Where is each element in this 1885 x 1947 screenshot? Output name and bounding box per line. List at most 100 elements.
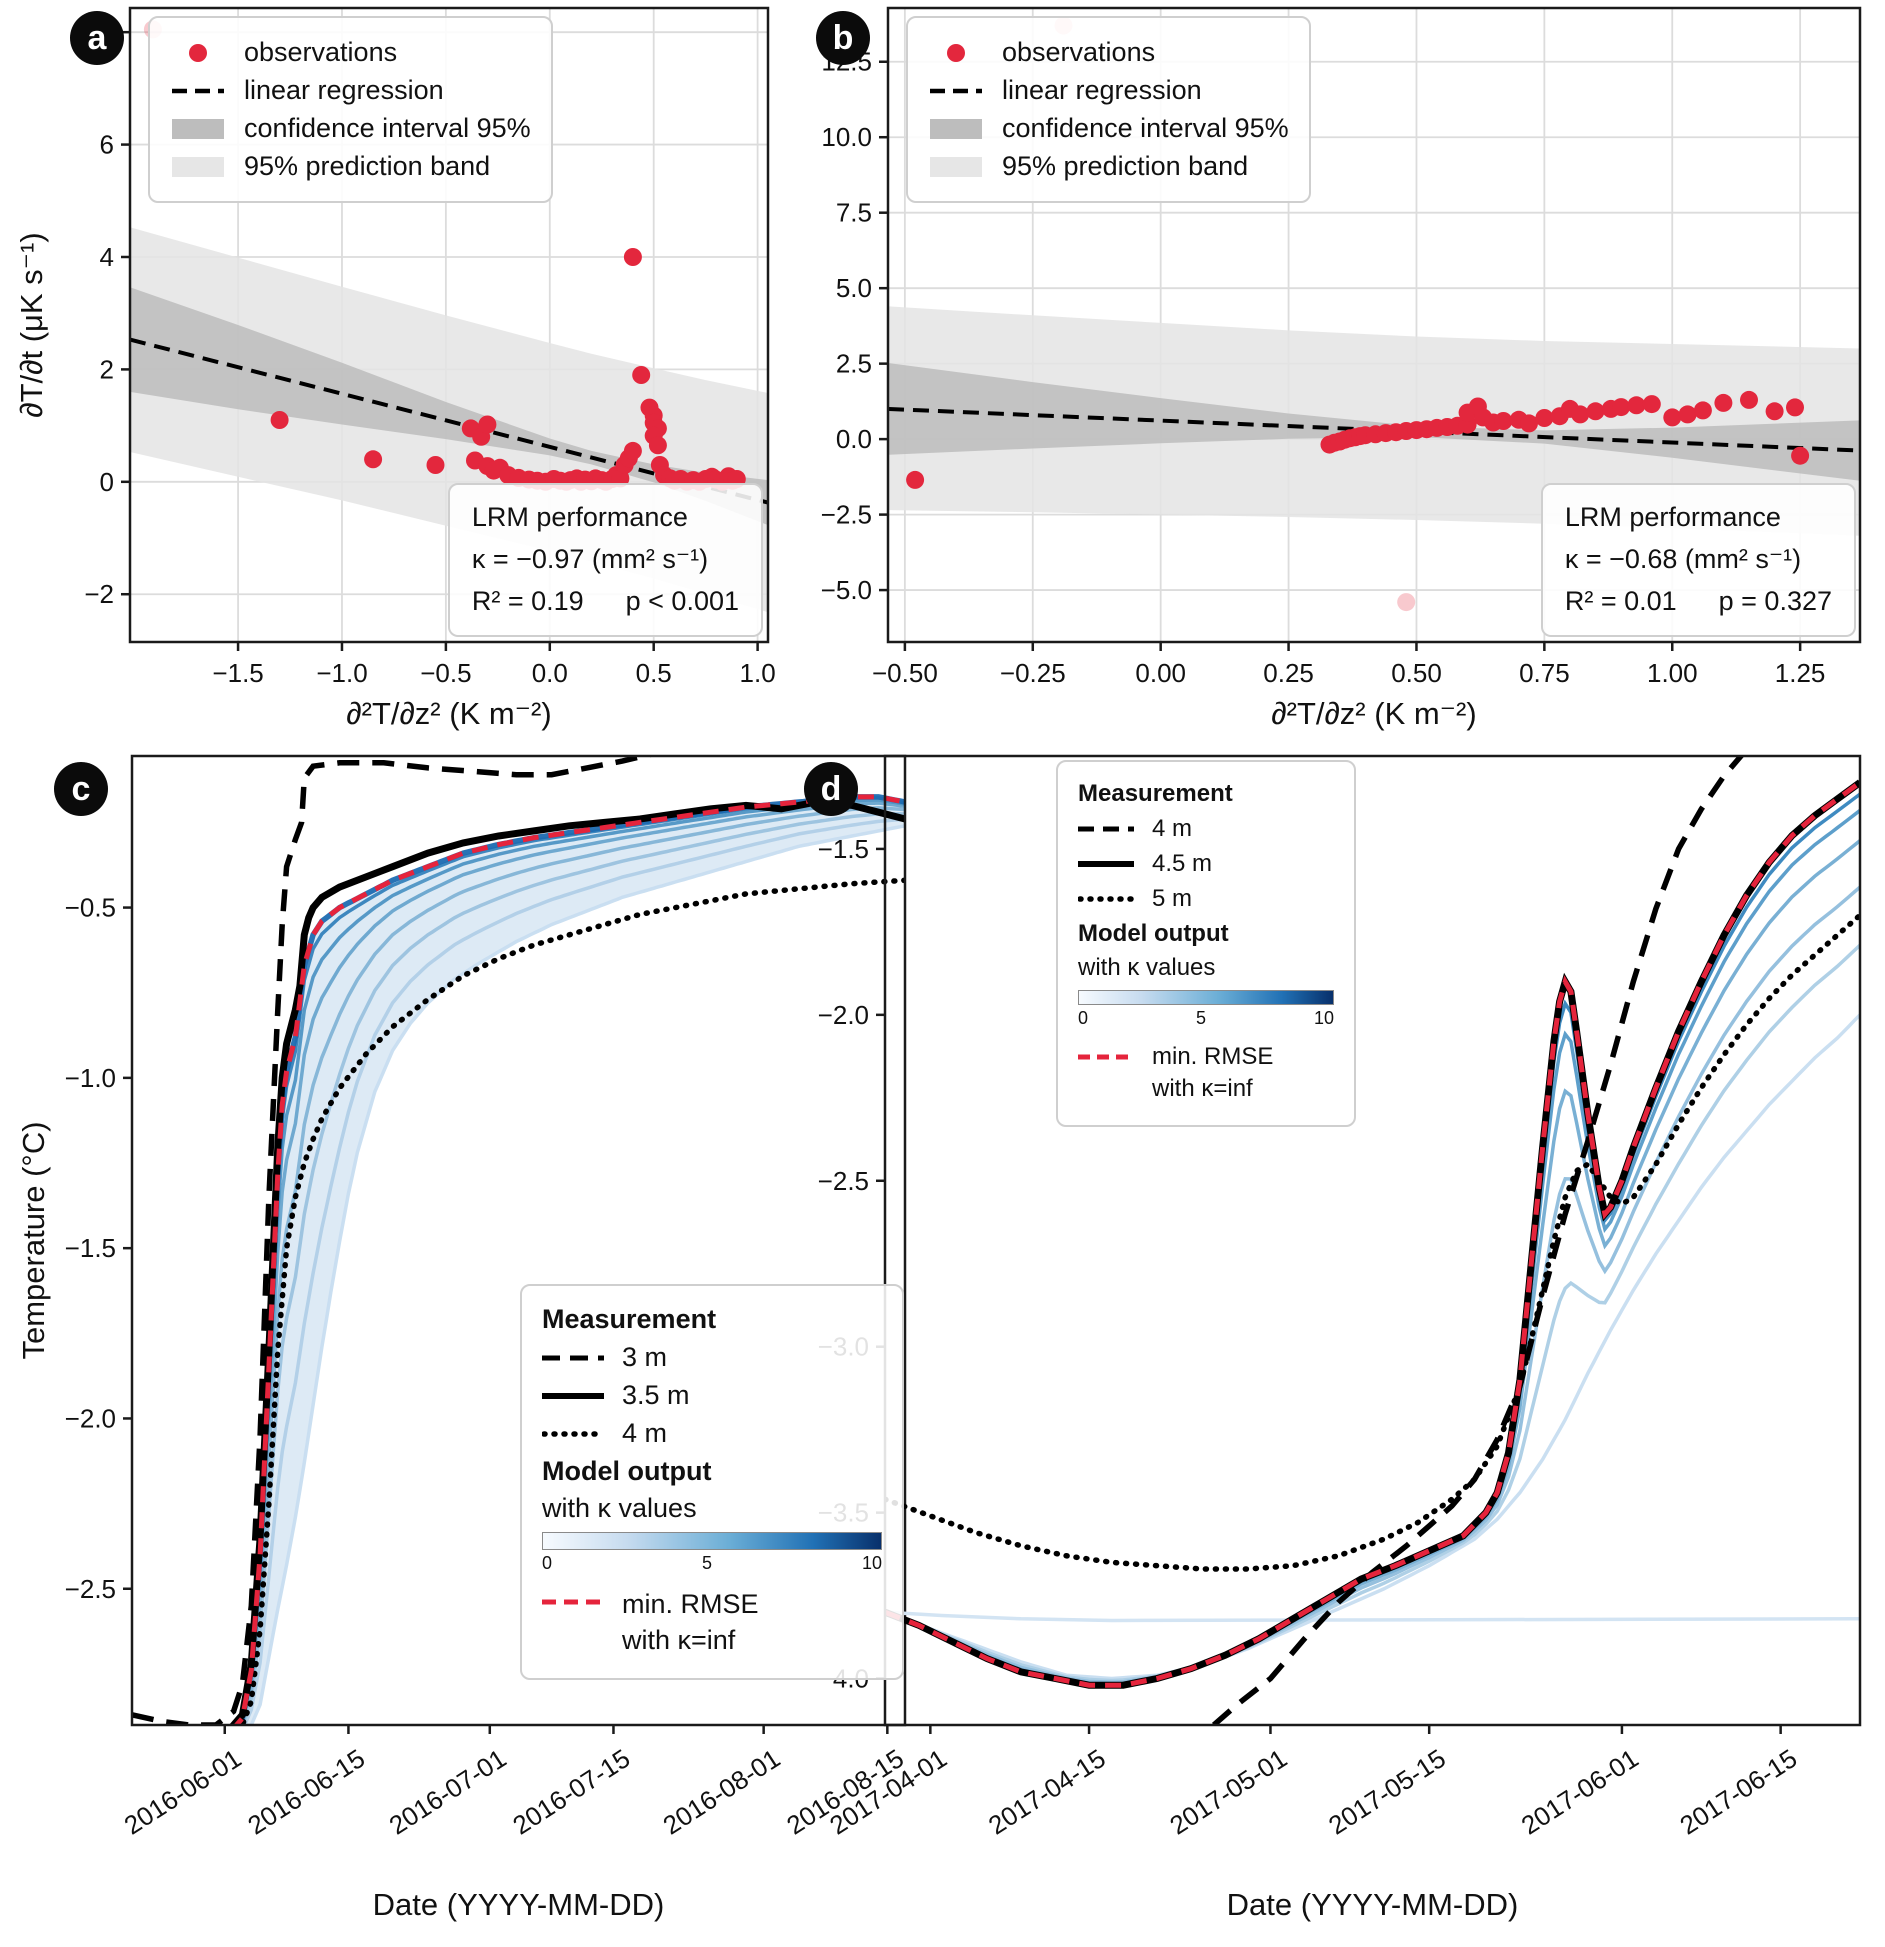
solid-line-icon (1078, 861, 1134, 867)
observation-point (632, 366, 651, 384)
measurement-dashed-line (132, 756, 705, 1725)
legend-label: 4 m (1152, 815, 1193, 842)
observation-point (1571, 405, 1590, 424)
observation-point (648, 436, 667, 455)
y-tick-label: 5.0 (836, 273, 872, 303)
legend-item-depth-2: 4.5 m (1078, 850, 1334, 878)
lrm-stats: R² = 0.01 p = 0.327 (1565, 581, 1832, 623)
panel-c-legend: Measurement 3 m 3.5 m 4 m Model output w… (520, 1284, 904, 1680)
y-tick-label: −2.5 (65, 1574, 116, 1604)
dashed-line-icon (542, 1355, 604, 1360)
x-tick-label: −0.5 (420, 658, 471, 688)
observation-point (1693, 401, 1712, 420)
x-tick-label: 1.0 (740, 658, 776, 688)
plot-frame (128, 6, 770, 644)
legend-item-observations: observations (170, 37, 531, 68)
legend-label: 4 m (622, 1418, 668, 1448)
legend-label: 5 m (1152, 885, 1193, 912)
panel-a-stats-box: LRM performance κ = −0.97 (mm² s⁻¹) R² =… (447, 483, 763, 637)
y-tick-label: −2.5 (818, 1166, 869, 1196)
legend-model-header: Model output (1078, 920, 1229, 947)
x-tick-label: 0.50 (1391, 658, 1442, 688)
x-tick-label: 0.25 (1263, 658, 1314, 688)
red-dashed-line-icon (1078, 1054, 1134, 1060)
x-tick-label: 2017-06-01 (1516, 1743, 1644, 1841)
legend-item-depth-3: 5 m (1078, 885, 1334, 913)
min-rmse-line (885, 780, 1860, 1688)
legend-item-depth-1: 4 m (1078, 815, 1334, 843)
colorbar-tick-mid: 5 (701, 1553, 712, 1573)
rmse-line1: min. RMSE (622, 1589, 759, 1619)
y-tick-label: −0.5 (65, 893, 116, 923)
measurement-solid-line (885, 779, 1860, 1689)
y-tick-label: −1.0 (65, 1063, 116, 1093)
legend-label: 3 m (622, 1342, 668, 1372)
colorbar-tick-min: 0 (542, 1553, 553, 1573)
panel-d-plot-area (885, 756, 1860, 1725)
faded-observation-point (1397, 593, 1416, 612)
kappa-colorbar: 0 5 10 (1078, 990, 1334, 1029)
legend-item-regression: linear regression (170, 75, 531, 106)
legend-label: 3.5 m (622, 1380, 690, 1410)
x-tick-label: −1.5 (212, 658, 263, 688)
panel-b-stats-box: LRM performance κ = −0.68 (mm² s⁻¹) R² =… (1540, 483, 1856, 637)
y-tick-label: −2.0 (65, 1404, 116, 1434)
observation-point (270, 411, 289, 429)
x-tick-label: 0.0 (532, 658, 568, 688)
confidence-band (130, 287, 768, 526)
legend-item-rmse: min. RMSE with κ=inf (542, 1586, 882, 1659)
legend-label: confidence interval 95% (244, 113, 531, 143)
observation-point (1678, 405, 1697, 424)
colorbar-tick-min: 0 (1078, 1008, 1089, 1028)
observation-point (1612, 398, 1631, 417)
plot-frame (130, 754, 907, 1727)
colorbar-tick-mid: 5 (1195, 1008, 1206, 1028)
x-tick-label: 2016-08-01 (658, 1743, 786, 1841)
gray-patch-icon (930, 118, 982, 139)
lrm-kappa: κ = −0.68 (mm² s⁻¹) (1564, 544, 1802, 575)
lrm-stats: R² = 0.19 p < 0.001 (472, 581, 739, 623)
legend-model-sub: with κ values (542, 1493, 697, 1523)
y-tick-label: 0 (100, 467, 114, 497)
y-tick-label: −1.5 (818, 834, 869, 864)
legend-label: confidence interval 95% (1002, 113, 1289, 143)
x-tick-label: 2017-04-15 (983, 1743, 1111, 1841)
y-axis-label: ∂T/∂t (μK s⁻¹) (14, 232, 49, 417)
measurement-dotted-line (885, 912, 1860, 1572)
legend-item-prediction: 95% prediction band (928, 151, 1289, 182)
regression-line (130, 337, 768, 505)
y-tick-label: −2.5 (821, 500, 872, 530)
confidence-band (888, 363, 1860, 481)
x-tick-label: 0.5 (636, 658, 672, 688)
lrm-p: p < 0.001 (625, 586, 739, 617)
x-axis-label: Date (YYYY-MM-DD) (373, 1887, 665, 1922)
model-envelope-fill (236, 796, 905, 1725)
colorbar-tick-max: 10 (861, 1553, 882, 1573)
legend-label: 95% prediction band (1002, 151, 1249, 181)
legend-model-sub: with κ values (1078, 954, 1216, 981)
observation-point (1642, 395, 1661, 414)
rmse-line2: with κ=inf (622, 1625, 736, 1656)
measurement-dotted-line (238, 877, 905, 1725)
x-tick-label: 1.00 (1647, 658, 1698, 688)
y-tick-label: −2.0 (818, 1000, 869, 1030)
red-dot-icon (947, 43, 965, 62)
red-dashed-line-icon (542, 1599, 604, 1605)
y-axis-label: Temperature (°C) (16, 1121, 51, 1359)
rmse-line2: with κ=inf (1152, 1075, 1253, 1103)
observation-point (1786, 398, 1804, 417)
colorbar-ticks: 0 5 10 (542, 1553, 882, 1574)
dashed-line-icon (930, 88, 982, 93)
y-tick-label: 6 (100, 130, 114, 160)
colorbar-tick-max: 10 (1313, 1008, 1334, 1028)
light-patch-icon (172, 156, 224, 177)
x-tick-label: −0.25 (1000, 658, 1066, 688)
observation-point (1791, 446, 1810, 465)
model-line (885, 792, 1860, 1687)
plot-frame (886, 6, 1862, 644)
panel-b-badge: b (816, 11, 870, 65)
x-tick-label: 2016-06-15 (242, 1743, 370, 1841)
gray-patch-icon (172, 118, 224, 139)
legend-item-confidence: confidence interval 95% (928, 113, 1289, 144)
